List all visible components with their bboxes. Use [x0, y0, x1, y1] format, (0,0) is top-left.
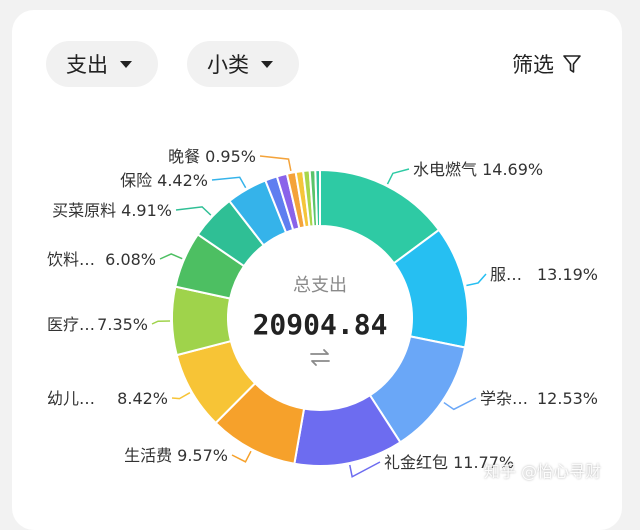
switch-icon[interactable]: [310, 349, 330, 366]
type-select-button[interactable]: 支出: [46, 41, 158, 87]
leader-line: [175, 206, 212, 216]
watermark-text: 知乎 @怡心寻财: [484, 462, 602, 481]
slice-percent: 12.53%: [537, 389, 598, 408]
expense-donut-chart: 水电燃气 14.69% 服… 13.19% 学杂… 12.53% 礼金红包 11.77% 生…: [47, 147, 598, 478]
slice-label: 饮料…: [47, 250, 95, 269]
leader-line: [159, 253, 183, 260]
leader-line: [211, 176, 247, 189]
caret-down-icon: [261, 60, 273, 68]
filter-funnel-icon: [563, 55, 581, 73]
slice-label: 医疗…: [47, 315, 95, 334]
leader-line: [386, 168, 410, 185]
leader-line: [443, 397, 477, 411]
total-expense-value: 20904.84: [253, 308, 388, 341]
leader-line: [151, 320, 171, 325]
slice-label: 保险 4.42%: [120, 171, 208, 190]
leader-line: [171, 392, 191, 400]
slice-label: 学杂…: [480, 389, 528, 408]
slice-label: 服…: [490, 265, 522, 284]
filter-label: 筛选: [512, 53, 554, 77]
slice-label: 买菜原料 4.91%: [52, 201, 172, 220]
leader-line: [349, 461, 381, 478]
slice-label: 生活费 9.57%: [124, 446, 228, 465]
slice-label: 礼金红包 11.77%: [384, 453, 514, 472]
filter-button[interactable]: 筛选: [512, 48, 582, 80]
category-select-label: 小类: [207, 53, 249, 77]
slice-percent: 6.08%: [105, 250, 156, 269]
category-select-button[interactable]: 小类: [187, 41, 299, 87]
leader-line: [259, 155, 292, 172]
donut-slice[interactable]: [314, 168, 321, 228]
slice-label: 幼儿…: [47, 389, 95, 408]
caret-down-icon: [120, 60, 132, 68]
slice-label: 水电燃气 14.69%: [413, 160, 543, 179]
slice-percent: 13.19%: [537, 265, 598, 284]
leader-line: [231, 450, 252, 463]
total-expense-label: 总支出: [293, 275, 347, 296]
slice-percent: 8.42%: [117, 389, 168, 408]
slice-label: 晚餐 0.95%: [168, 147, 256, 166]
slice-percent: 7.35%: [97, 315, 148, 334]
leader-line: [466, 273, 487, 287]
type-select-label: 支出: [66, 53, 108, 77]
